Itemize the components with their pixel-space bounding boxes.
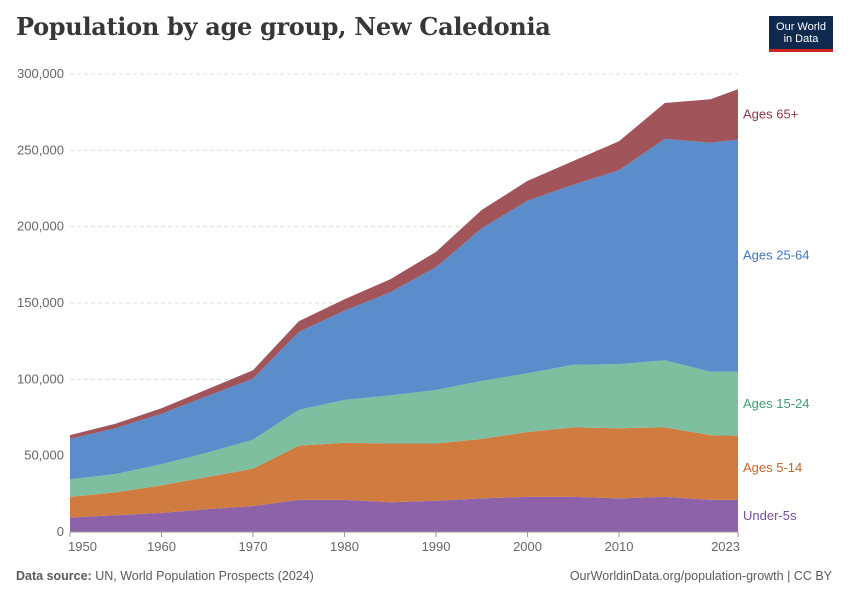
- y-tick-label: 50,000: [24, 448, 64, 463]
- owid-logo[interactable]: Our World in Data: [769, 16, 833, 52]
- stacked-area-chart: 0 50,000 100,000 150,000 200,000 250,000 300,0…: [17, 66, 810, 554]
- area-under-5s: [70, 496, 738, 532]
- area-ages-25-64: [70, 138, 738, 480]
- y-tick-label: 0: [57, 524, 64, 539]
- logo-line-2: in Data: [783, 33, 819, 45]
- data-source: Data source: UN, World Population Prospe…: [16, 569, 314, 583]
- x-tick-label: 1980: [330, 539, 359, 554]
- y-tick-label: 200,000: [17, 219, 64, 234]
- series-label: Ages 25-64: [743, 248, 810, 263]
- series-label-layer: Under-5s Ages 5-14 Ages 15-24 Ages 25-64 Age…: [743, 106, 810, 523]
- series-label: Ages 15-24: [743, 396, 810, 411]
- x-tick-label: 1970: [239, 539, 268, 554]
- logo-line-1: Our World: [776, 21, 826, 33]
- axis-layer: 0 50,000 100,000 150,000 200,000 250,000 300,0…: [17, 66, 740, 554]
- data-source-text: UN, World Population Prospects (2024): [95, 569, 314, 583]
- area-layer: [70, 89, 738, 532]
- series-label: Ages 65+: [743, 106, 798, 121]
- x-tick-label: 1960: [147, 539, 176, 554]
- y-tick-label: 100,000: [17, 371, 64, 386]
- x-tick-label: 2010: [605, 539, 634, 554]
- x-tick-label: 1950: [68, 539, 97, 554]
- chart-title: Population by age group, New Caledonia: [16, 12, 551, 41]
- area-ages-5-14: [70, 427, 738, 518]
- x-tick-label: 2023: [711, 539, 740, 554]
- data-source-label: Data source:: [16, 569, 92, 583]
- y-tick-label: 250,000: [17, 142, 64, 157]
- source-url-link[interactable]: OurWorldinData.org/population-growth | C…: [569, 569, 832, 583]
- series-label: Ages 5-14: [743, 460, 802, 475]
- area-ages-65: [70, 89, 738, 439]
- x-tick-label: 2000: [513, 539, 542, 554]
- series-label: Under-5s: [743, 508, 797, 523]
- y-tick-label: 300,000: [17, 66, 64, 81]
- area-ages-15-24: [70, 360, 738, 497]
- y-tick-label: 150,000: [17, 295, 64, 310]
- x-tick-label: 1990: [422, 539, 451, 554]
